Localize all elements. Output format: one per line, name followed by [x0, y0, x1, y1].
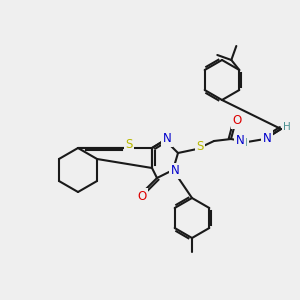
Text: S: S [196, 140, 204, 154]
Text: N: N [262, 131, 272, 145]
Text: N: N [171, 164, 179, 178]
Text: N: N [236, 134, 244, 146]
Text: O: O [232, 115, 242, 128]
Text: S: S [125, 137, 133, 151]
Text: H: H [283, 122, 291, 132]
Text: O: O [137, 190, 147, 202]
Text: N: N [163, 133, 171, 146]
Text: H: H [240, 138, 248, 148]
